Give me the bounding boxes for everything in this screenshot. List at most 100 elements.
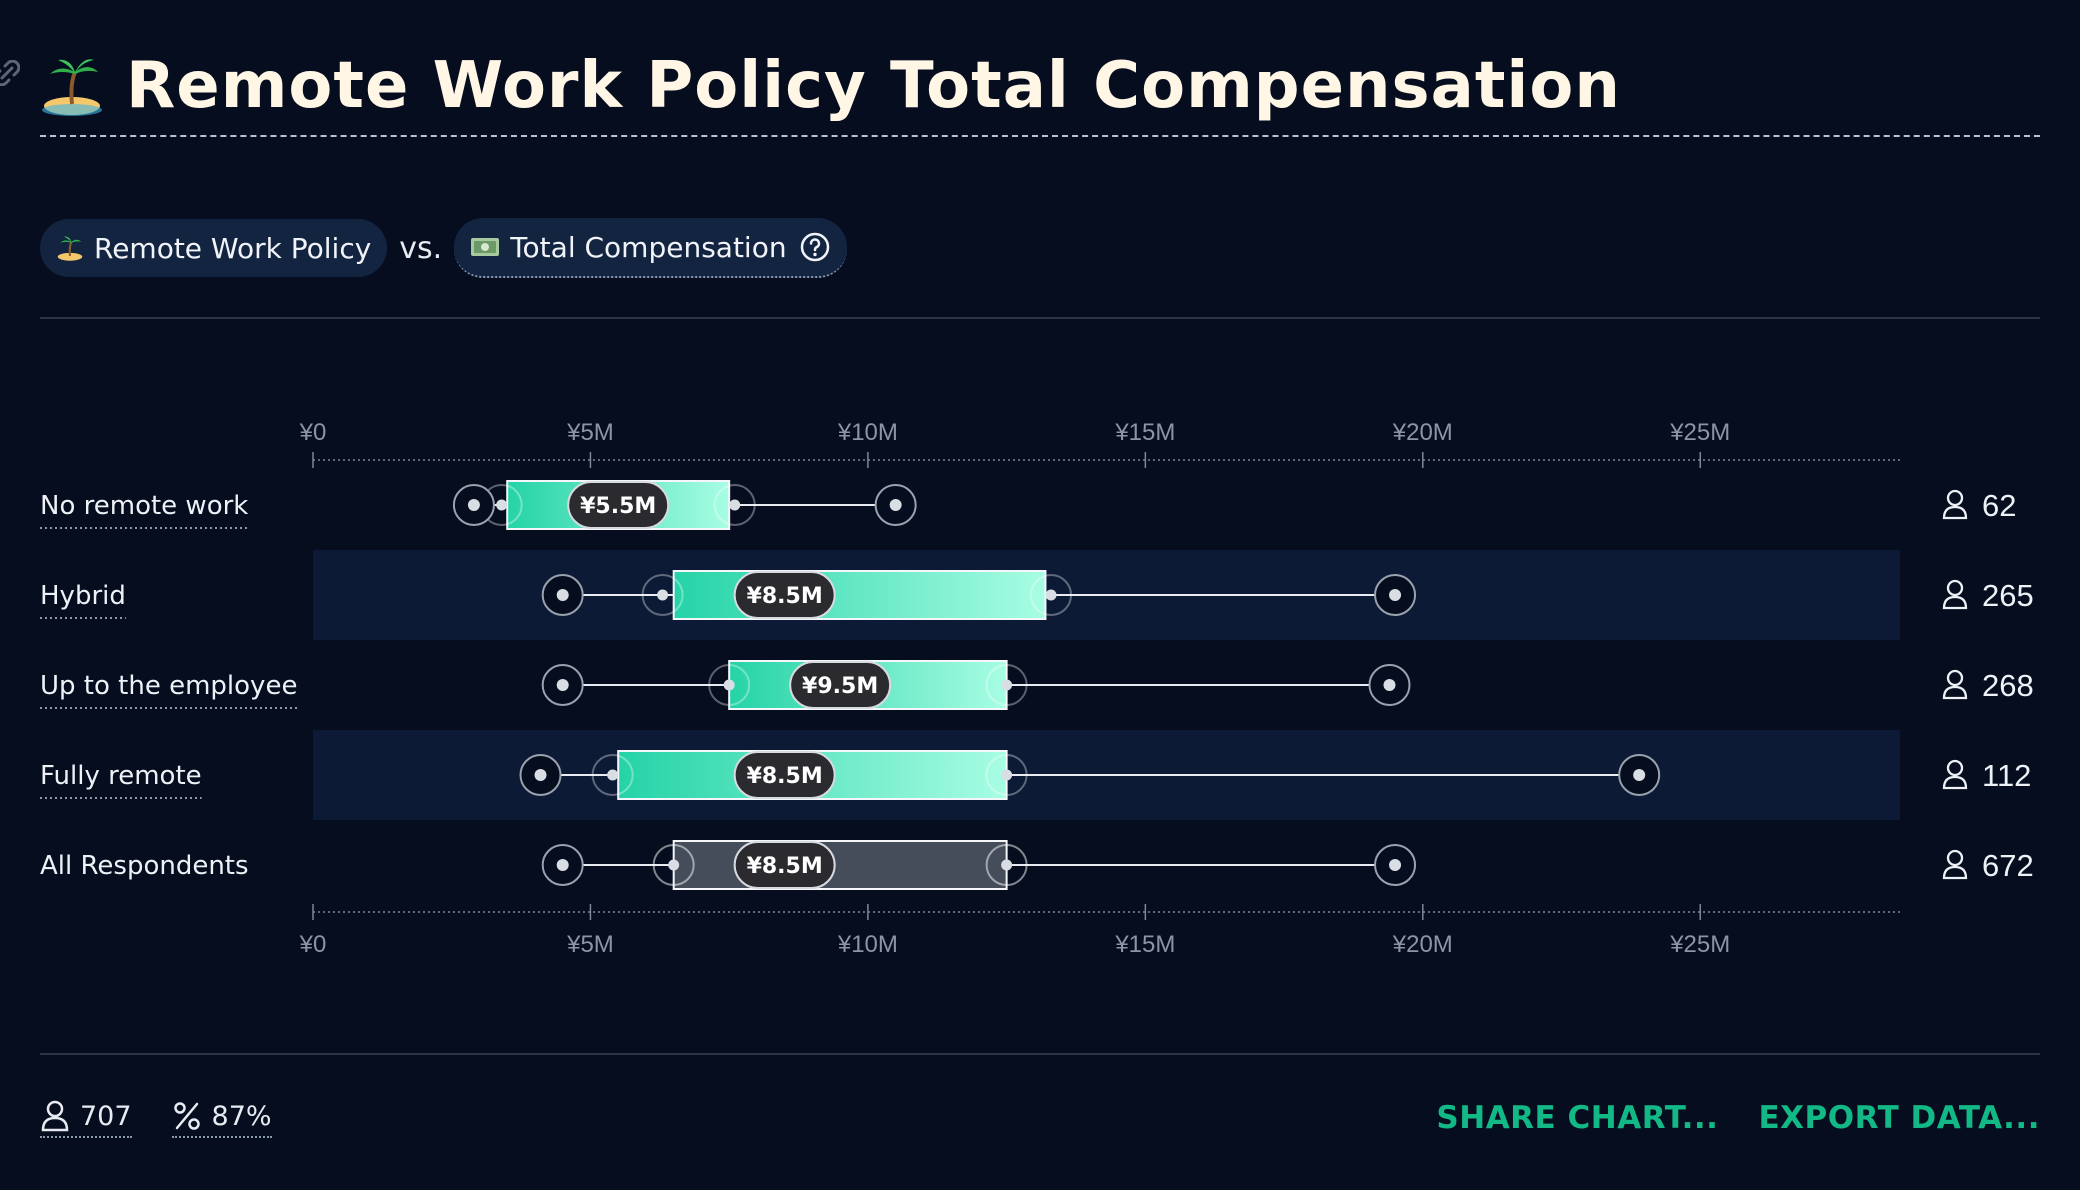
max-dot — [889, 499, 902, 511]
filter-bar: Remote Work Policy vs. Total Compensatio… — [40, 218, 847, 278]
min-dot — [467, 499, 480, 511]
money-icon — [471, 238, 500, 256]
palm-island-icon — [57, 236, 83, 261]
percentile-dot — [607, 769, 619, 781]
row-label[interactable]: Fully remote — [40, 761, 202, 791]
x-tick-label: ¥10M — [837, 931, 898, 958]
x-tick-label: ¥5M — [566, 419, 614, 446]
x-tick-label: ¥20M — [1392, 419, 1453, 446]
median-pill[interactable] — [733, 841, 836, 889]
median-pill[interactable] — [567, 481, 670, 529]
percentile-marker — [985, 844, 1028, 886]
percentile-marker — [652, 844, 695, 886]
person-icon — [1946, 579, 1964, 597]
footer-divider — [40, 1053, 2040, 1055]
median-pill[interactable] — [789, 661, 892, 709]
share-chart-button[interactable]: SHARE CHART... — [1436, 1100, 1719, 1136]
boxplot-chart: ¥0 ¥5M ¥10M ¥15M ¥20M ¥25M ¥0 ¥5M ¥10M ¥15M ¥20M ¥2… — [40, 419, 2034, 958]
person-icon-body — [1942, 775, 1968, 790]
x-tick-label: ¥0 — [299, 931, 327, 958]
x-tick-label: ¥5M — [566, 931, 614, 958]
min-dot — [556, 589, 569, 601]
export-data-button[interactable]: EXPORT DATA... — [1758, 1100, 2040, 1136]
person-icon — [41, 1100, 69, 1132]
percent-icon — [173, 1102, 200, 1130]
median-pill[interactable] — [733, 751, 836, 799]
person-icon-body — [1942, 595, 1968, 610]
person-icon-body — [1942, 505, 1968, 520]
row-count: 112 — [1982, 758, 2031, 793]
person-icon — [1946, 759, 1964, 777]
title-divider — [40, 135, 2040, 137]
median-pill[interactable] — [733, 571, 836, 619]
iqr-box[interactable] — [672, 840, 1008, 890]
percent-value: 87% — [211, 1100, 272, 1132]
percentile-marker — [591, 754, 634, 796]
min-dot — [556, 679, 569, 691]
max-dot — [1383, 679, 1396, 691]
median-label: ¥5.5M — [580, 494, 656, 519]
percentile-dot — [1045, 589, 1057, 601]
max-dot — [1389, 859, 1402, 871]
page-header: Remote Work Policy Total Compensation — [40, 36, 2040, 136]
row-count: 672 — [1982, 848, 2034, 883]
median-label: ¥8.5M — [747, 764, 823, 789]
max-dot — [1389, 589, 1402, 601]
row-label[interactable]: Hybrid — [40, 581, 126, 611]
respondents-count: 707 — [80, 1100, 132, 1132]
x-tick-label: ¥20M — [1392, 931, 1453, 958]
link-icon[interactable] — [0, 60, 20, 86]
page-title: Remote Work Policy Total Compensation — [126, 49, 1621, 123]
row-count: 268 — [1982, 668, 2034, 703]
footer-stats: 707 87% — [40, 1100, 312, 1138]
x-tick-label: ¥15M — [1114, 931, 1175, 958]
person-icon-body — [1942, 685, 1968, 700]
percentile-marker — [985, 754, 1028, 796]
person-icon-body — [1942, 865, 1968, 880]
remote-work-policy-pill[interactable]: Remote Work Policy — [40, 219, 388, 277]
percentile-dot — [657, 589, 669, 601]
palm-island-icon — [42, 59, 102, 116]
row-label[interactable]: Up to the employee — [40, 671, 297, 701]
percentile-marker — [641, 574, 684, 616]
percentile-marker — [708, 664, 751, 706]
max-dot — [1633, 769, 1646, 781]
median-label: ¥8.5M — [747, 584, 823, 609]
percentile-marker — [1030, 574, 1073, 616]
percentile-dot — [1001, 859, 1013, 871]
respondents-stat[interactable]: 707 — [40, 1100, 132, 1138]
min-dot — [556, 859, 569, 871]
person-icon — [1946, 669, 1964, 687]
total-compensation-label: Total Compensation — [510, 230, 787, 264]
percentile-marker — [713, 484, 756, 526]
row-count: 265 — [1982, 578, 2034, 613]
person-icon — [1946, 489, 1964, 507]
percentile-dot — [496, 499, 508, 511]
percentile-dot — [729, 499, 741, 511]
percentile-marker — [985, 664, 1028, 706]
person-icon — [1946, 849, 1964, 867]
section-divider — [40, 317, 2040, 319]
row-label[interactable]: No remote work — [40, 491, 248, 521]
percent-stat[interactable]: 87% — [171, 1100, 272, 1138]
row-label: All Respondents — [40, 851, 249, 881]
percentile-dot — [723, 679, 735, 691]
median-label: ¥8.5M — [747, 854, 823, 879]
question-circle-icon[interactable] — [799, 231, 831, 263]
remote-work-policy-label: Remote Work Policy — [94, 231, 372, 265]
x-tick-label: ¥25M — [1669, 931, 1730, 958]
median-label: ¥9.5M — [802, 674, 878, 699]
percentile-dot — [1001, 679, 1013, 691]
total-compensation-pill[interactable]: Total Compensation — [454, 218, 847, 278]
vs-separator: vs. — [399, 230, 443, 266]
min-dot — [534, 769, 547, 781]
iqr-box[interactable] — [672, 570, 1047, 620]
x-tick-label: ¥0 — [299, 419, 327, 446]
x-tick-label: ¥10M — [837, 419, 898, 446]
footer-actions: SHARE CHART... EXPORT DATA... — [1396, 1100, 2040, 1136]
percentile-dot — [668, 859, 680, 871]
x-tick-label: ¥15M — [1114, 419, 1175, 446]
percentile-dot — [1001, 769, 1013, 781]
row-count: 62 — [1982, 488, 2016, 523]
x-tick-label: ¥25M — [1669, 419, 1730, 446]
